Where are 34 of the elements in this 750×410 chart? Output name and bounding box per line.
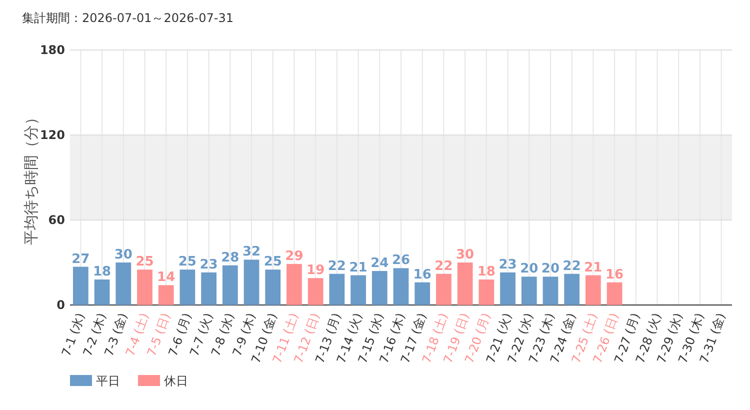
data-label: 18 [477,264,496,280]
data-label: 16 [413,267,432,282]
data-label: 18 [92,264,112,280]
data-label: 27 [72,252,90,267]
data-label: 22 [562,258,581,274]
data-label: 22 [328,258,346,274]
y-axis-title: 平均待ち時間（分） [22,110,40,245]
data-label: 30 [456,248,474,262]
data-label: 26 [392,253,410,268]
data-label: 23 [498,257,517,272]
data-label: 24 [370,256,389,271]
data-label: 16 [606,267,624,282]
y-tick-label: 120 [40,128,65,142]
y-tick-label: 180 [40,43,65,57]
data-label: 30 [114,248,132,262]
data-label: 20 [541,262,560,277]
data-label: 22 [434,258,453,274]
y-tick-label: 60 [48,213,65,227]
data-label: 14 [157,270,176,286]
data-label: 25 [136,254,154,270]
legend-label: 休日 [164,374,188,388]
data-label: 19 [306,263,325,278]
y-tick-label: 0 [56,298,65,312]
data-label: 21 [584,260,602,276]
data-label: 20 [520,262,538,277]
chart-title: 集計期間：2026-07-01～2026-07-31 [22,11,234,25]
data-label: 23 [200,257,218,272]
legend-label: 平日 [96,374,120,388]
data-label: 28 [221,250,240,266]
data-label: 29 [285,248,304,264]
data-label: 25 [264,254,282,270]
data-label: 25 [178,254,196,270]
data-label: 21 [349,260,368,276]
data-label: 32 [242,244,261,260]
